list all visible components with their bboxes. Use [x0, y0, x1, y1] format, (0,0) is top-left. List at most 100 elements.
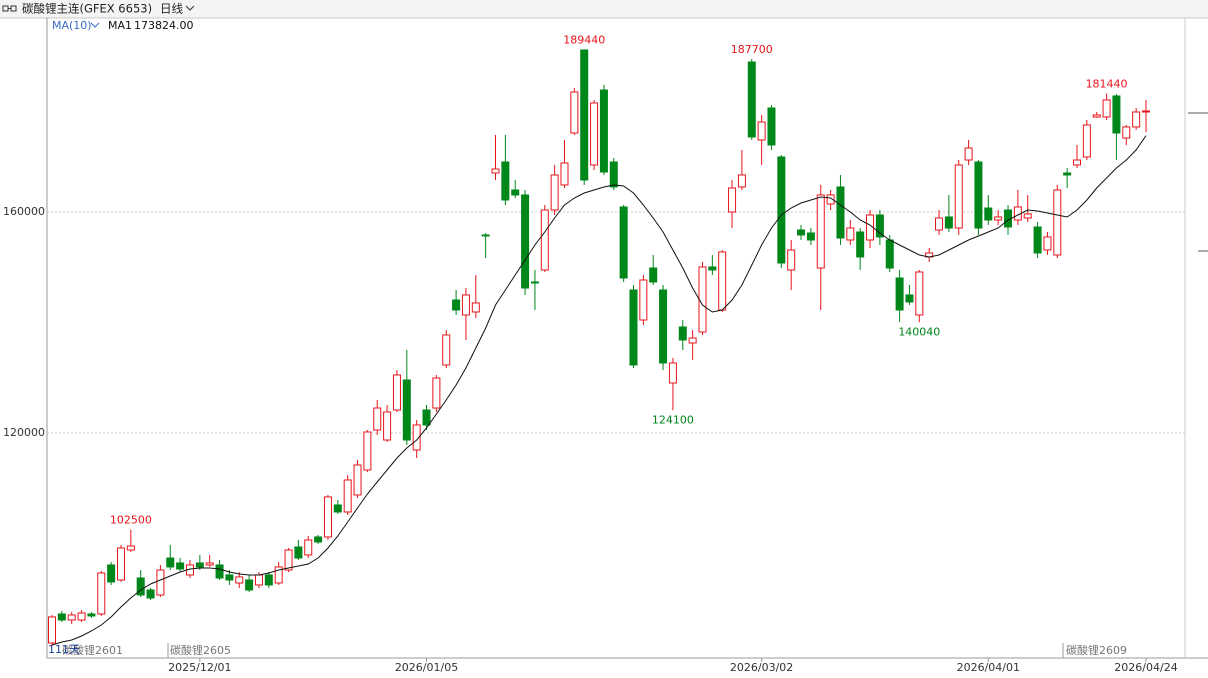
candle-body — [846, 227, 855, 241]
candle-body — [550, 174, 559, 211]
indicator[interactable]: MA(10) — [52, 19, 92, 32]
candle-body — [728, 187, 737, 213]
candle-body — [649, 267, 658, 283]
ma-line — [51, 135, 1147, 646]
candle-body — [97, 572, 106, 615]
candle-body — [757, 121, 766, 141]
dropdown-icon[interactable] — [185, 5, 195, 11]
candle-body — [708, 266, 717, 271]
candle-body — [944, 216, 953, 229]
candle-body — [895, 277, 904, 311]
contract-label: 碳酸锂2609 — [1066, 643, 1127, 657]
contract-label: 碳酸锂2605 — [170, 643, 231, 657]
candle-body — [77, 612, 86, 621]
toolbar — [0, 0, 1208, 18]
candle-body — [580, 49, 589, 181]
x-tick-label: 2026/01/05 — [395, 661, 458, 674]
candle-body — [333, 504, 342, 513]
candle-body — [402, 379, 411, 441]
candle-body — [540, 209, 549, 271]
x-tick-label: 2026/03/02 — [730, 661, 793, 674]
candle-body — [254, 574, 263, 586]
candle-body — [1122, 126, 1131, 139]
candle-body — [225, 574, 234, 581]
candle-body — [264, 574, 273, 586]
candle-body — [215, 564, 224, 579]
candle-body — [491, 168, 500, 174]
candle-body — [737, 174, 746, 188]
candle-body — [747, 61, 756, 138]
candle-body — [304, 539, 313, 556]
ma-value: 173824.00 — [134, 19, 194, 32]
candle-body — [235, 576, 244, 584]
high-label: 181440 — [1086, 78, 1128, 91]
x-tick-label: 2026/04/24 — [1114, 661, 1177, 674]
candle-body — [176, 562, 185, 570]
x-tick-label: 2025/12/01 — [168, 661, 231, 674]
candle-body — [343, 479, 352, 513]
candle-body — [501, 161, 510, 201]
candle-body — [688, 337, 697, 344]
candle-body — [205, 562, 214, 566]
candle-body — [353, 464, 362, 496]
candle-body — [629, 289, 638, 366]
candle-body — [67, 614, 76, 621]
ma-name: MA1 — [108, 19, 132, 32]
candle-body — [87, 613, 96, 617]
candle-body — [856, 231, 865, 258]
candle-body — [442, 334, 451, 366]
candle-body — [245, 579, 254, 591]
x-tick-label: 2026/04/01 — [957, 661, 1020, 674]
candle-body — [452, 299, 461, 311]
candle-body — [905, 294, 914, 303]
candle-body — [166, 557, 175, 568]
candle-body — [1112, 95, 1121, 134]
candle-body — [294, 546, 303, 559]
candle-body — [560, 162, 569, 186]
candle-body — [570, 91, 579, 134]
period[interactable]: 日线 — [160, 2, 183, 16]
y-tick-label: 120000 — [3, 426, 45, 439]
candle-body — [284, 549, 293, 571]
candle-body — [698, 266, 707, 333]
candle-body — [777, 156, 786, 264]
candle-body — [915, 271, 924, 316]
low-label: 140040 — [898, 325, 940, 338]
candle-body — [57, 613, 66, 621]
candle-body — [146, 589, 155, 599]
candle-body — [422, 409, 431, 426]
candle-body — [521, 194, 530, 289]
candle-body — [136, 577, 145, 596]
candle-body — [836, 186, 845, 239]
candle-body — [1063, 172, 1072, 176]
candle-body — [126, 545, 135, 551]
candle-body — [323, 496, 332, 538]
high-label: 187700 — [731, 43, 773, 56]
candle-body — [274, 566, 283, 584]
candle-body — [816, 194, 825, 269]
candle-body — [1053, 189, 1062, 256]
candle-body — [314, 536, 323, 543]
candle-body — [994, 216, 1003, 221]
candle-body — [481, 234, 490, 237]
symbol[interactable]: 碳酸锂主连(GFEX 6653) — [22, 2, 152, 16]
candle-body — [156, 569, 165, 596]
candle-body — [826, 194, 835, 205]
candle-body — [432, 377, 441, 409]
candle-body — [718, 251, 727, 311]
candle-body — [412, 424, 421, 451]
candle-body — [392, 374, 401, 411]
candle-body — [619, 206, 628, 279]
candle-body — [195, 562, 204, 568]
candle-body — [1033, 226, 1042, 254]
candle-body — [875, 214, 884, 238]
candle-body — [668, 362, 677, 384]
candle-body — [107, 564, 116, 583]
candle-body — [530, 281, 539, 284]
candle-body — [48, 616, 56, 644]
candle-body — [964, 147, 973, 161]
day-count: 111天 — [48, 643, 80, 656]
dropdown-icon[interactable] — [90, 22, 100, 28]
candle-body — [1142, 110, 1150, 113]
candle-body — [954, 164, 963, 229]
